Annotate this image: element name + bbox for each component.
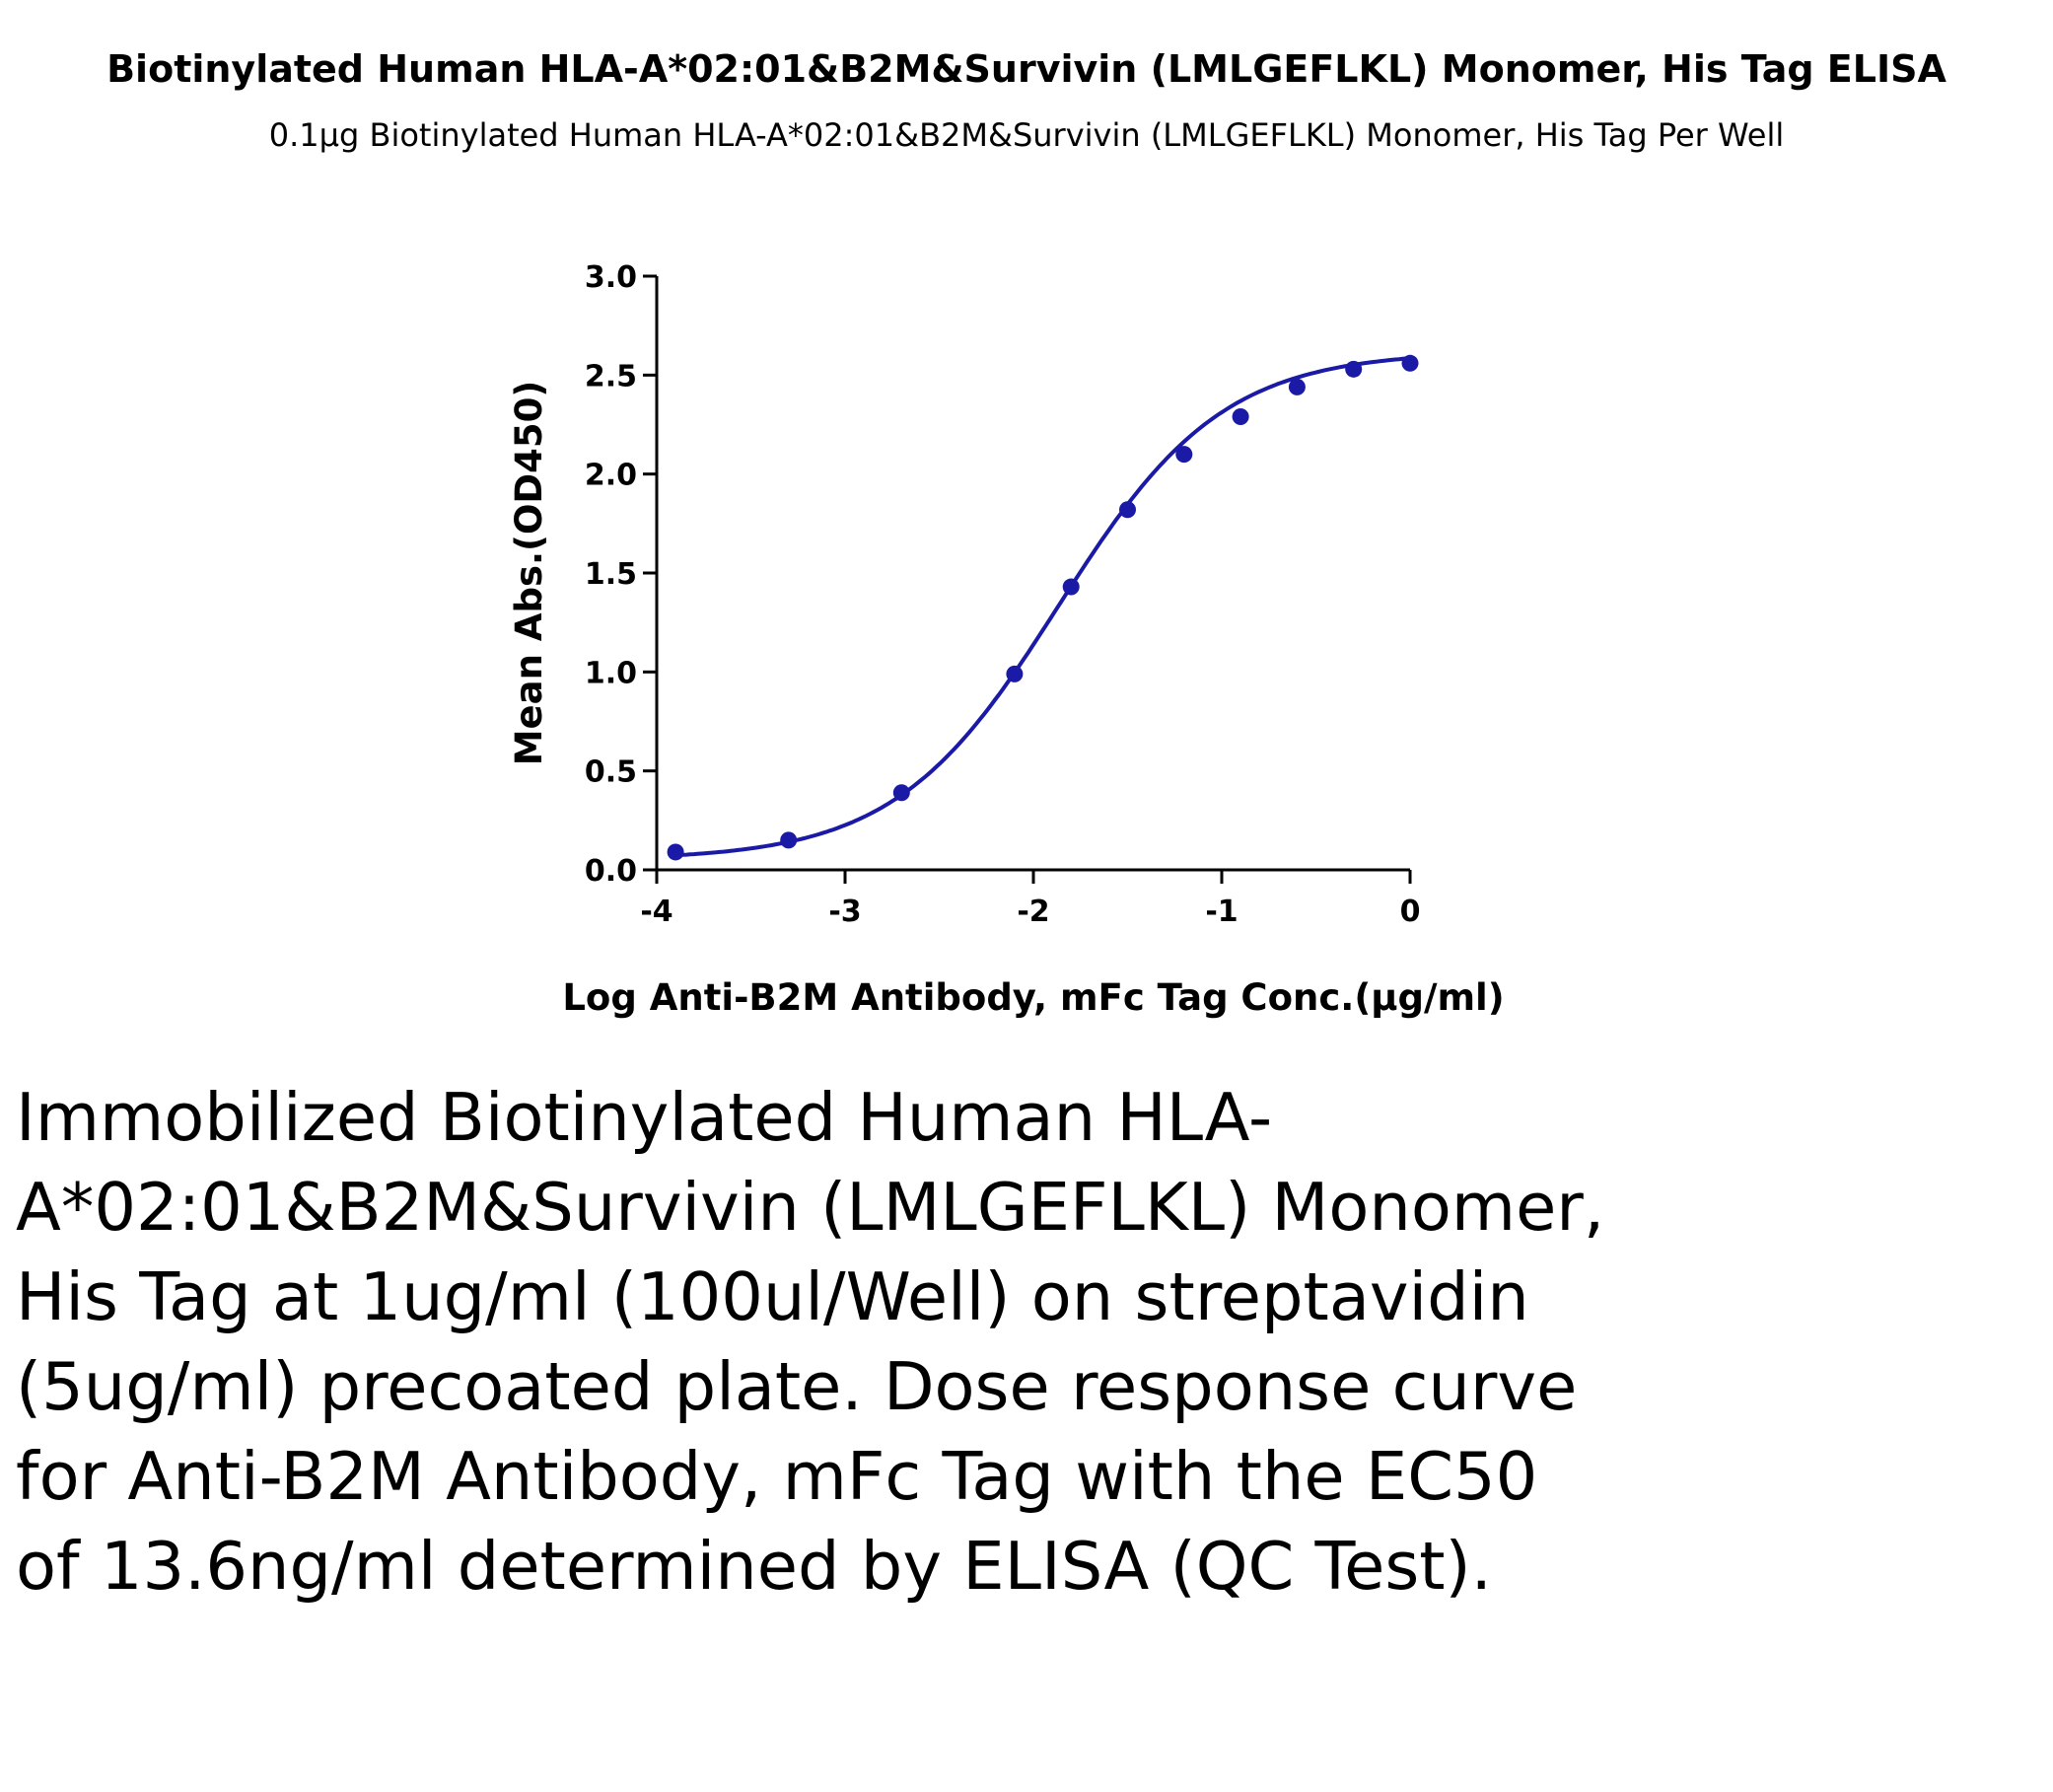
axes: [655, 276, 1410, 872]
data-point: [1175, 446, 1193, 464]
data-point: [1401, 354, 1419, 372]
data-point: [1006, 665, 1024, 682]
x-ticks: -4 -3 -2 -1 0: [640, 870, 1420, 929]
data-point: [780, 831, 798, 849]
data-point: [1288, 378, 1306, 395]
x-tick-label: 0: [1400, 895, 1421, 929]
x-tick-label: -3: [828, 895, 861, 929]
data-point: [667, 843, 684, 861]
data-point: [892, 784, 910, 802]
y-axis-label: Mean Abs.(OD450): [508, 381, 550, 766]
data-point: [1232, 407, 1249, 425]
x-tick-label: -2: [1017, 895, 1049, 929]
chart-title: Biotinylated Human HLA-A*02:01&B2M&Survi…: [106, 47, 1947, 91]
y-tick-label: 0.0: [585, 854, 637, 889]
y-tick-label: 2.5: [585, 359, 637, 394]
data-point: [1345, 360, 1363, 378]
x-tick-label: -4: [640, 895, 673, 929]
y-tick-label: 1.5: [585, 557, 637, 592]
y-tick-label: 1.0: [585, 656, 637, 690]
chart-subtitle: 0.1µg Biotinylated Human HLA-A*02:01&B2M…: [268, 116, 1785, 154]
x-tick-label: -1: [1205, 895, 1238, 929]
description-text: Immobilized Biotinylated Human HLA-A*02:…: [16, 1079, 1605, 1605]
y-tick-label: 3.0: [585, 260, 637, 295]
y-tick-label: 0.5: [585, 755, 637, 790]
data-point: [1119, 501, 1136, 519]
x-axis-label: Log Anti-B2M Antibody, mFc Tag Conc.(µg/…: [562, 976, 1504, 1019]
y-ticks: 0.0 0.5 1.0 1.5 2.0 2.5 3.0: [585, 260, 657, 889]
fit-curve: [674, 356, 1411, 858]
chart-plot: 0.0 0.5 1.0 1.5 2.0 2.5 3.0 -4 -3 -2 -1 0 Log Anti…: [508, 260, 1505, 1019]
y-tick-label: 2.0: [585, 459, 637, 493]
data-points: [667, 354, 1419, 861]
data-point: [1062, 578, 1080, 596]
